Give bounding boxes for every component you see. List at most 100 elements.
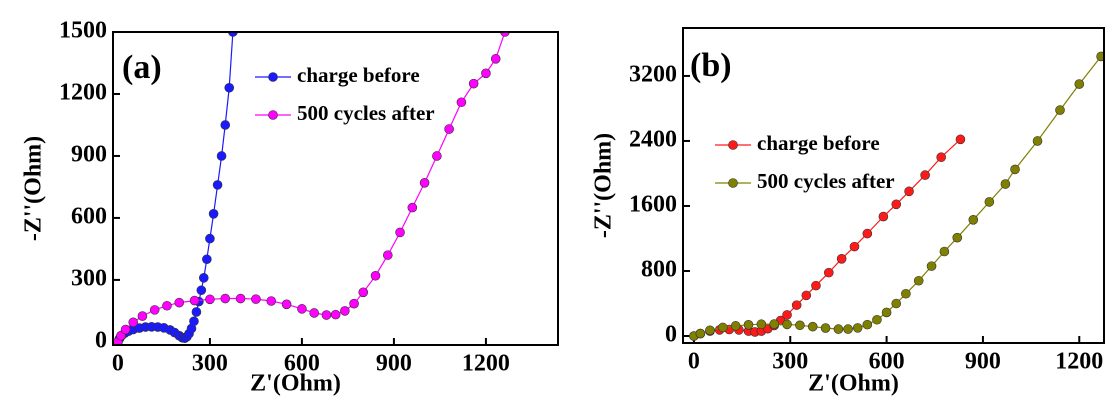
data-point	[849, 241, 860, 252]
data-point	[730, 321, 741, 331]
data-point	[321, 310, 332, 320]
x-tick-label: 1200	[462, 351, 510, 377]
data-point	[220, 120, 231, 130]
data-point	[920, 170, 930, 180]
x-tick-label: 900	[376, 351, 412, 377]
data-point	[395, 227, 405, 238]
data-point	[205, 294, 215, 305]
data-point	[836, 254, 847, 264]
series-line	[117, 32, 506, 343]
legend-marker	[728, 140, 738, 150]
data-point	[820, 323, 831, 333]
data-point	[872, 314, 882, 325]
plot-area	[689, 51, 1104, 341]
data-point	[1000, 179, 1011, 189]
y-tick-label: 900	[71, 141, 107, 167]
data-point	[891, 199, 902, 210]
y-tick-label: 300	[71, 265, 107, 291]
data-point	[1074, 79, 1085, 89]
data-point	[968, 214, 979, 225]
plot-frame	[112, 31, 559, 346]
data-point	[807, 321, 818, 332]
data-point	[340, 306, 350, 316]
data-point	[823, 267, 834, 278]
data-point	[852, 323, 863, 333]
data-point	[955, 134, 966, 145]
x-tick-label: 1200	[1055, 349, 1103, 375]
x-tick-label: 300	[192, 351, 228, 377]
x-tick-label: 600	[284, 351, 320, 377]
data-point	[811, 280, 821, 291]
data-point	[743, 319, 754, 330]
data-point	[208, 209, 219, 219]
data-point	[782, 310, 792, 320]
legend-marker	[268, 72, 278, 82]
data-point	[128, 317, 139, 328]
data-point	[224, 82, 235, 93]
series-line	[693, 56, 1102, 337]
data-point	[228, 32, 238, 37]
data-point	[205, 233, 215, 244]
data-point	[198, 273, 209, 283]
data-point	[137, 311, 148, 321]
data-point	[174, 297, 185, 308]
data-point	[952, 232, 963, 243]
data-point	[891, 298, 902, 309]
data-point	[705, 325, 715, 336]
data-point	[382, 250, 393, 260]
data-point	[330, 309, 341, 320]
y-tick-label: 600	[71, 203, 107, 229]
data-point	[191, 307, 202, 317]
data-point	[235, 293, 246, 304]
data-point	[202, 254, 212, 265]
data-point	[878, 211, 889, 222]
x-tick-label: 0	[688, 349, 700, 375]
data-point	[936, 152, 946, 163]
x-tick-label: 900	[965, 349, 1001, 375]
data-point	[901, 288, 911, 299]
data-point	[456, 97, 467, 108]
data-point	[833, 324, 844, 334]
legend-label: charge before	[757, 131, 880, 155]
data-point	[913, 275, 924, 286]
data-point	[791, 300, 802, 310]
data-point	[212, 180, 223, 190]
data-point	[939, 246, 950, 257]
data-point	[266, 296, 277, 306]
data-point	[490, 54, 501, 64]
legend-label: charge before	[297, 63, 420, 87]
data-point	[801, 290, 812, 301]
data-point	[843, 324, 853, 334]
data-point	[189, 295, 200, 306]
y-tick-label: 0	[665, 322, 677, 348]
plot-area	[113, 32, 510, 345]
y-tick-label: 2400	[629, 126, 677, 152]
legend-marker	[728, 178, 738, 188]
data-point	[444, 124, 454, 134]
data-point	[407, 202, 418, 213]
data-point	[1096, 51, 1104, 62]
data-point	[216, 151, 227, 161]
legend-label: 500 cycles after	[297, 101, 435, 125]
data-point	[162, 300, 172, 311]
y-axis-label: -Z''(Ohm)	[591, 133, 617, 238]
legend-label: 500 cycles after	[757, 169, 895, 193]
data-point	[881, 307, 892, 318]
data-point	[189, 316, 199, 327]
data-point	[500, 32, 510, 37]
data-point	[795, 320, 805, 331]
data-point	[481, 68, 491, 79]
panel-label: (b)	[690, 47, 732, 84]
data-point	[984, 197, 995, 207]
x-axis-label: Z'(Ohm)	[808, 371, 899, 397]
data-point	[1055, 105, 1065, 115]
data-point	[782, 319, 792, 330]
data-point	[862, 319, 873, 330]
y-tick-label: 1600	[629, 191, 677, 217]
legend-marker	[268, 110, 278, 120]
data-point	[1032, 136, 1043, 146]
y-axis-label: -Z''(Ohm)	[21, 136, 47, 241]
data-point	[862, 228, 873, 239]
data-point	[718, 322, 728, 333]
